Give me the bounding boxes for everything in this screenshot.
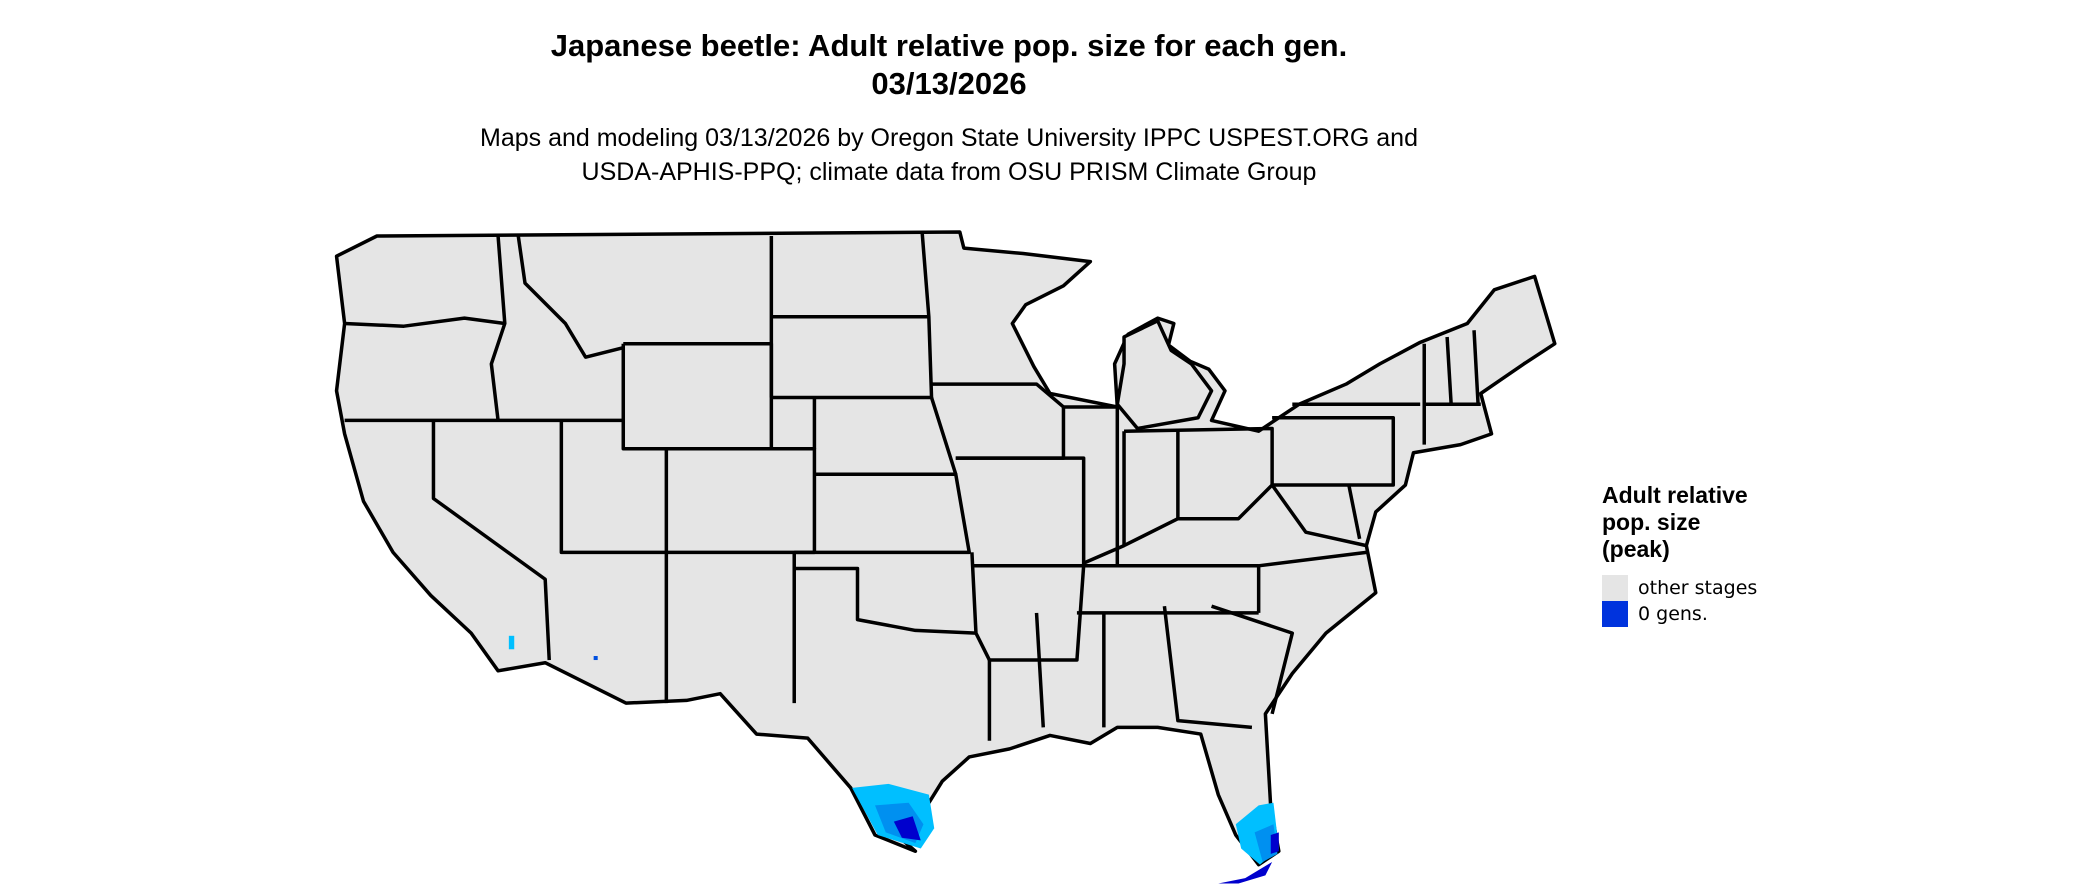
legend-title-line-1: Adult relative <box>1602 482 1748 508</box>
us-outline <box>334 230 1557 867</box>
legend: Adult relative pop. size (peak) other st… <box>1602 482 1757 627</box>
legend-label: 0 gens. <box>1638 603 1708 625</box>
legend-swatch-0-gens <box>1602 601 1628 627</box>
legend-item-0-gens: 0 gens. <box>1602 601 1757 627</box>
legend-swatch-other-stages <box>1602 575 1628 601</box>
map-title: Japanese beetle: Adult relative pop. siz… <box>550 28 1348 63</box>
legend-item-other-stages: other stages <box>1602 575 1757 601</box>
subtitle-line-2: USDA-APHIS-PPQ; climate data from OSU PR… <box>581 158 1317 186</box>
legend-title-line-3: (peak) <box>1602 536 1670 562</box>
legend-title-line-2: pop. size <box>1602 509 1701 535</box>
legend-label: other stages <box>1638 577 1758 599</box>
map-date: 03/13/2026 <box>871 66 1027 101</box>
subtitle-line-1: Maps and modeling 03/13/2026 by Oregon S… <box>480 124 1418 152</box>
